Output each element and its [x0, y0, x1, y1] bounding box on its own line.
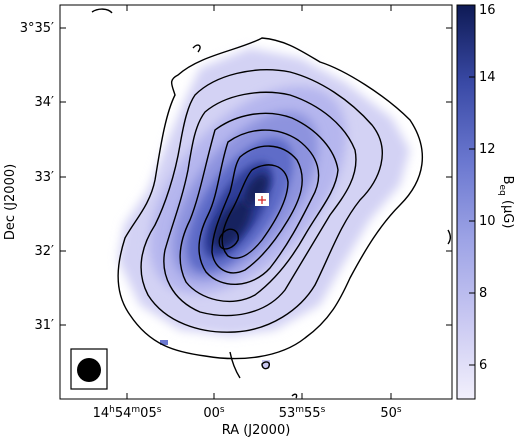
contour-2: [140, 69, 383, 333]
x-tick-label: 14h54m05s: [93, 405, 162, 421]
map-fragment: [160, 340, 168, 345]
plot-frame: [59, 4, 453, 400]
y-tick-label: 31′: [35, 318, 55, 333]
y-tick: 32′: [35, 244, 452, 259]
y-axis: 3°35′ 34′ 33′ 32′ 31′ Dec (J2000): [3, 21, 452, 333]
contour-island: [291, 393, 298, 399]
y-axis-label: Dec (J2000): [3, 164, 18, 240]
plot-area: [60, 5, 452, 399]
x-tick-label: 50s: [380, 405, 402, 421]
contour-island: [91, 8, 113, 14]
y-tick-label: 34′: [35, 95, 55, 110]
peak-marker: [258, 196, 266, 204]
y-tick-label: 33′: [35, 170, 55, 185]
x-tick-label: 00s: [203, 405, 225, 421]
contour-island: [261, 361, 271, 370]
y-tick: 31′: [35, 318, 452, 333]
y-tick-label: 3°35′: [20, 21, 54, 36]
contour-1: [117, 37, 423, 360]
colorbar-tick-label: 12: [479, 142, 496, 157]
colorbar: 6 8 10 12 14 16 Beq (μG): [456, 3, 515, 400]
x-axis: 14h54m05s 00s 53m55s 50s RA (J2000): [93, 5, 402, 438]
y-tick: 34′: [35, 95, 452, 110]
x-tick-label: 53m55s: [279, 405, 326, 421]
map-level-7: [243, 174, 269, 206]
contour-5: [198, 129, 320, 285]
colorbar-ticks: [469, 4, 475, 366]
y-tick-label: 32′: [35, 244, 55, 259]
y-tick: 3°35′: [20, 21, 452, 36]
y-tick: 33′: [35, 170, 452, 185]
contour-island: [447, 229, 451, 245]
contour-4: [179, 112, 339, 303]
beam-indicator: [70, 348, 108, 390]
contour-6: [211, 145, 303, 274]
colorbar-tick-label: 6: [479, 358, 487, 373]
contour-lines: [91, 8, 451, 399]
colorbar-tick-label: 14: [479, 70, 496, 85]
contour-8: [218, 228, 239, 250]
contour-tail: [229, 351, 241, 379]
map-fragment: [262, 360, 270, 368]
contour-7: [221, 164, 289, 259]
contour-island: [192, 44, 201, 53]
x-axis-label: RA (J2000): [222, 423, 291, 438]
colorbar-tick-label: 8: [479, 286, 487, 301]
colorbar-label: Beq (μG): [497, 176, 515, 229]
contour-3: [163, 91, 357, 317]
colorbar-tick-label: 10: [479, 214, 496, 229]
colorbar-tick-label: 16: [479, 3, 496, 18]
colorbar-gradient: [456, 4, 476, 400]
beam-ellipse: [77, 358, 101, 382]
